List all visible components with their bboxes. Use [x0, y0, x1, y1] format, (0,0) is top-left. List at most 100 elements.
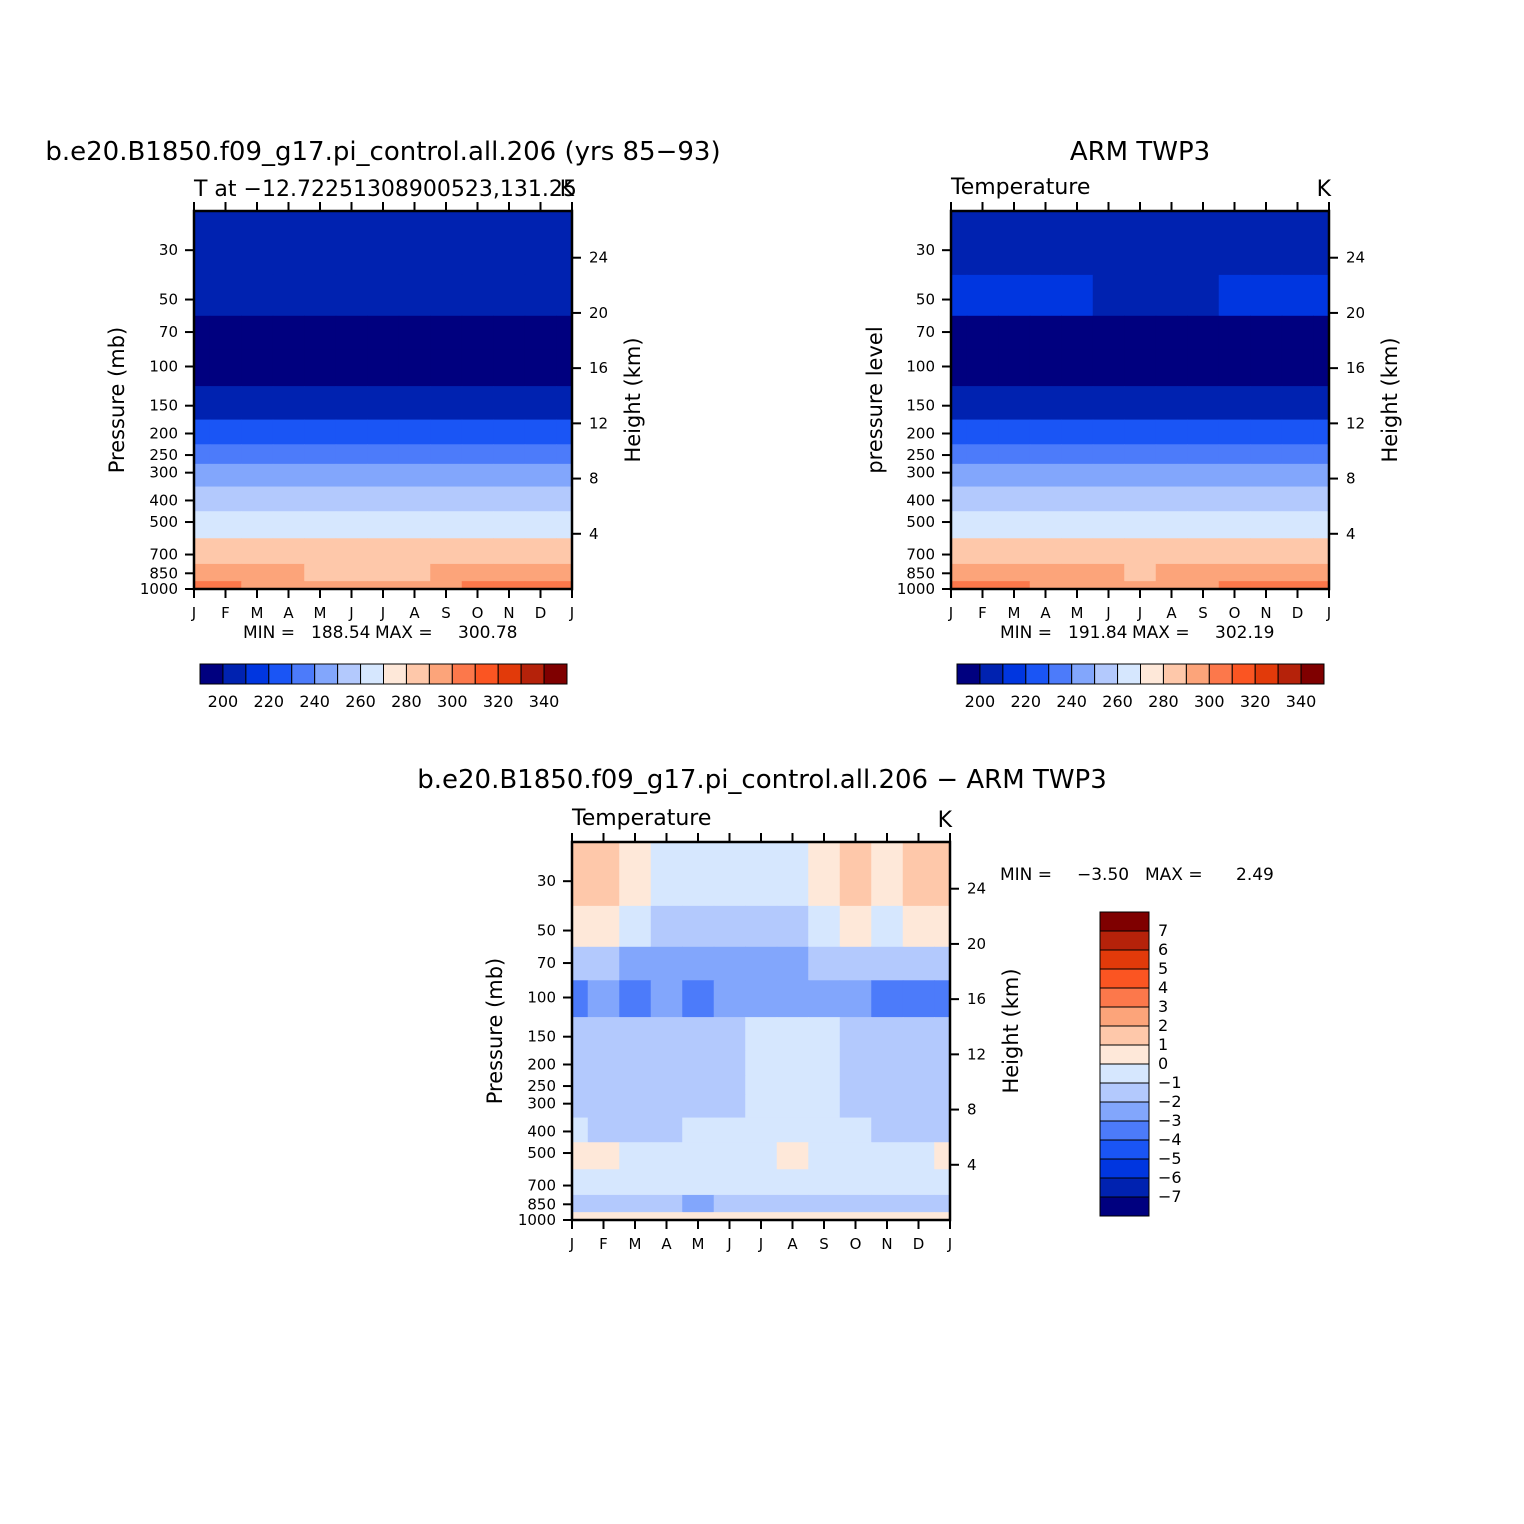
x-tick-label: J [380, 604, 385, 622]
colorbar-label: −6 [1158, 1168, 1182, 1187]
contour-cell [367, 274, 400, 317]
colorbar-horizontal: 200 220 240 260 280 300 320 340 [199, 663, 568, 711]
contour-cell [398, 511, 431, 539]
y2-tick-label: 24 [967, 880, 986, 898]
colorbar-box [1099, 911, 1150, 932]
contour-cell [556, 538, 573, 565]
contour-cell [272, 563, 305, 582]
contour-cell [1281, 581, 1314, 590]
contour-cell [951, 444, 968, 465]
y-tick-label: 700 [906, 546, 935, 564]
contour-cell [966, 315, 999, 350]
contour-cell [682, 1212, 715, 1221]
colorbar-label: 200 [208, 692, 239, 711]
contour-cell [1155, 274, 1188, 317]
x-tick-label: M [629, 1235, 642, 1253]
contour-cell [1061, 463, 1094, 488]
colorbar-box [1099, 1063, 1150, 1084]
contour-cell [335, 349, 368, 387]
contour-cell [619, 1212, 652, 1221]
colorbar-box [1300, 663, 1325, 685]
x-tick-label: J [948, 604, 953, 622]
contour-cell [776, 1094, 809, 1119]
contour-cell [272, 444, 305, 465]
colorbar-label: 320 [483, 692, 514, 711]
colorbar-box [1254, 663, 1279, 685]
y-tick-label: 300 [906, 464, 935, 482]
contour-cell [461, 211, 494, 276]
contour-cell [1092, 538, 1125, 565]
contour-cell [493, 581, 526, 590]
contour-cell [1250, 486, 1283, 512]
contour-cell [776, 946, 809, 981]
contour-cell [304, 486, 337, 512]
colorbar-label: 280 [1148, 692, 1179, 711]
colorbar-label: 6 [1158, 940, 1168, 959]
y-tick-label: 400 [149, 491, 178, 509]
y-tick-label: 50 [159, 291, 178, 309]
contour-cell [966, 538, 999, 565]
contour-cell [1218, 315, 1251, 350]
contour-cell [1250, 211, 1283, 276]
contour-cell [1029, 419, 1062, 445]
contour-cell [272, 511, 305, 539]
colorbar-box [1099, 930, 1150, 951]
contour-cell [1029, 581, 1062, 590]
contour-cell [1281, 274, 1314, 317]
contour-cell [951, 563, 968, 582]
contour-cell [430, 274, 463, 317]
y-tick-label: 30 [537, 872, 556, 890]
contour-cell [619, 1194, 652, 1213]
contour-cell [776, 1169, 809, 1196]
contour-cell [241, 511, 274, 539]
contour-cell [776, 980, 809, 1018]
colorbar-label: 340 [1286, 692, 1317, 711]
contour-cell [839, 1117, 872, 1143]
colorbar-box [1099, 1177, 1150, 1198]
contour-cell [398, 315, 431, 350]
contour-cell [745, 1117, 778, 1143]
contour-cell [998, 274, 1031, 317]
contour-cell [1092, 274, 1125, 317]
panel-subtitle: T at −12.72251308900523,131.25 [193, 177, 577, 202]
contour-cell [493, 315, 526, 350]
contour-cell [398, 581, 431, 590]
colorbar-box [1099, 1044, 1150, 1065]
contour-cell [304, 349, 337, 387]
colorbar-box [979, 663, 1004, 685]
colorbar-box [222, 663, 247, 685]
x-tick-label: A [283, 604, 294, 622]
contour-cell [272, 419, 305, 445]
colorbar-box [1002, 663, 1027, 685]
contour-cell [619, 1075, 652, 1096]
panel-units: K [560, 177, 575, 202]
colorbar-horizontal: 200 220 240 260 280 300 320 340 [956, 663, 1325, 711]
contour-cell [572, 1194, 589, 1213]
contour-cell [1061, 419, 1094, 445]
panel-model-temperature: b.e20.B1850.f09_g17.pi_control.all.206 (… [45, 137, 720, 711]
contour-cell [194, 444, 211, 465]
contour-cell [367, 444, 400, 465]
colorbar-box [1099, 1082, 1150, 1103]
contour-cell [839, 946, 872, 981]
contour-cell [808, 1194, 841, 1213]
contour-cell [367, 563, 400, 582]
contour-cell [871, 842, 904, 907]
colorbar-label: 0 [1158, 1054, 1168, 1073]
contour-cell [650, 1212, 683, 1221]
contour-cell [1218, 211, 1251, 276]
colorbar-label: 220 [254, 692, 285, 711]
contour-cell [304, 581, 337, 590]
contour-cell [1124, 511, 1157, 539]
contour-cell [461, 538, 494, 565]
y-tick-label: 150 [527, 1028, 556, 1046]
contour-cell [241, 419, 274, 445]
colorbar-box [1231, 663, 1256, 685]
contour-cell [461, 511, 494, 539]
contour-cell [194, 538, 211, 565]
contour-cell [682, 980, 715, 1018]
colorbar-box [1140, 663, 1164, 685]
contour-cell [304, 511, 337, 539]
contour-cell [934, 1050, 951, 1076]
contour-cell [619, 1017, 652, 1052]
